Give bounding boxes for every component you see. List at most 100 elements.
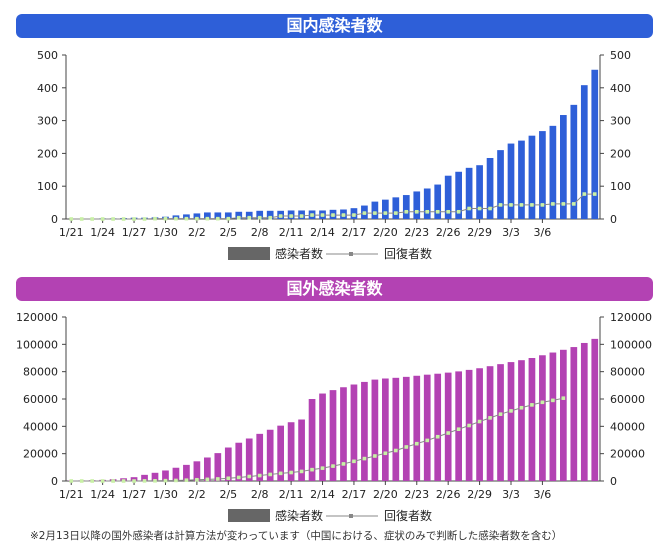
- recovered-point: [163, 478, 168, 483]
- bar: [570, 347, 578, 481]
- recovered-point: [236, 215, 241, 220]
- recovered-point: [111, 217, 115, 221]
- recovered-point: [540, 400, 545, 405]
- x-tick-label: 2/20: [373, 226, 398, 239]
- recovered-point: [289, 470, 293, 475]
- bar: [580, 342, 588, 481]
- bar: [340, 387, 347, 481]
- x-tick-label: 2/26: [436, 226, 461, 239]
- bar: [235, 442, 243, 481]
- bar: [434, 184, 442, 219]
- recovered-point: [216, 216, 220, 221]
- recovered-point: [132, 217, 136, 221]
- bar: [402, 195, 410, 219]
- bar: [402, 376, 410, 481]
- bar: [560, 349, 567, 481]
- bar: [570, 104, 578, 219]
- recovered-point: [184, 478, 189, 482]
- recovered-point: [174, 216, 178, 221]
- recovered-point: [561, 396, 566, 400]
- y-tick-label-right: 0: [610, 213, 617, 226]
- bar: [172, 467, 180, 481]
- recovered-point: [519, 405, 524, 410]
- bar: [319, 393, 326, 481]
- y-tick-label-right: 200: [610, 147, 631, 160]
- y-tick-label-right: 100: [610, 180, 631, 193]
- bar: [423, 374, 431, 481]
- x-tick-label: 2/26: [436, 488, 461, 501]
- bar: [560, 115, 567, 219]
- bar: [539, 355, 546, 481]
- recovered-point: [519, 203, 524, 207]
- recovered-point: [247, 474, 252, 479]
- bar: [382, 199, 389, 219]
- legend-recovered-marker: [349, 252, 353, 256]
- x-tick-label: 2/8: [251, 226, 269, 239]
- bar: [371, 379, 379, 481]
- y-tick-label-left: 20000: [23, 448, 58, 461]
- recovered-point: [247, 215, 252, 220]
- recovered-point: [320, 466, 325, 470]
- recovered-point: [414, 441, 419, 446]
- legend-recovered-label: 回復者数: [384, 246, 432, 261]
- bar: [130, 477, 138, 481]
- recovered-point: [456, 427, 461, 432]
- x-tick-label: 1/27: [122, 226, 147, 239]
- recovered-point: [184, 216, 189, 221]
- recovered-point: [341, 213, 346, 217]
- recovered-point: [205, 216, 210, 221]
- bar: [539, 131, 546, 219]
- x-tick-label: 2/17: [342, 488, 367, 501]
- recovered-point: [509, 409, 513, 413]
- x-tick-label: 1/27: [122, 488, 147, 501]
- recovered-point: [435, 434, 440, 439]
- y-tick-label-left: 40000: [23, 420, 58, 433]
- recovered-point: [561, 202, 566, 206]
- bar: [549, 125, 557, 219]
- recovered-point: [90, 479, 94, 483]
- recovered-point: [509, 203, 513, 207]
- x-tick-label: 2/23: [404, 488, 429, 501]
- recovered-point: [79, 217, 84, 221]
- x-tick-label: 1/24: [90, 226, 115, 239]
- y-tick-label-left: 200: [37, 147, 58, 160]
- bar: [245, 211, 253, 219]
- y-tick-label-right: 120000: [610, 311, 652, 324]
- bar: [193, 461, 201, 481]
- bar: [444, 175, 452, 219]
- y-tick-label-left: 100: [37, 180, 58, 193]
- x-tick-label: 2/23: [404, 226, 429, 239]
- chart-domestic: 0 0 100 100 200 200 300 300 400 400 500 500 1/21 1/24…: [37, 49, 631, 261]
- bar: [382, 378, 389, 481]
- bar: [256, 210, 264, 219]
- x-tick-label: 3/3: [502, 488, 520, 501]
- recovered-point: [425, 209, 430, 214]
- recovered-point: [362, 456, 367, 461]
- bar: [224, 447, 232, 481]
- bar: [287, 422, 295, 481]
- bar: [266, 429, 274, 481]
- y-tick-label-left: 120000: [16, 311, 58, 324]
- bar: [277, 425, 284, 481]
- recovered-point: [425, 438, 430, 443]
- bar: [214, 453, 222, 481]
- recovered-point: [331, 213, 335, 217]
- recovered-point: [352, 213, 356, 217]
- bar: [392, 197, 400, 219]
- recovered-point: [226, 216, 231, 221]
- recovered-point: [373, 211, 377, 215]
- y-tick-label-left: 0: [51, 213, 58, 226]
- y-tick-label-right: 20000: [610, 448, 645, 461]
- recovered-point: [142, 217, 147, 221]
- footnote: ※2月13日以降の国外感染者は計算方法が変わっています（中国における、症状のみで…: [30, 530, 563, 542]
- x-tick-label: 2/2: [188, 488, 206, 501]
- recovered-point: [530, 403, 534, 407]
- x-tick-label: 2/2: [188, 226, 206, 239]
- bar: [423, 188, 431, 219]
- recovered-point: [383, 211, 388, 215]
- recovered-point: [299, 469, 304, 474]
- bar: [497, 364, 504, 481]
- recovered-point: [394, 448, 398, 453]
- recovered-point: [100, 479, 105, 483]
- x-tick-label: 2/5: [219, 488, 237, 501]
